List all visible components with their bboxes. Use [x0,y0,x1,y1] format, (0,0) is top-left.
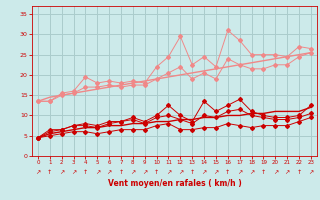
X-axis label: Vent moyen/en rafales ( km/h ): Vent moyen/en rafales ( km/h ) [108,179,241,188]
